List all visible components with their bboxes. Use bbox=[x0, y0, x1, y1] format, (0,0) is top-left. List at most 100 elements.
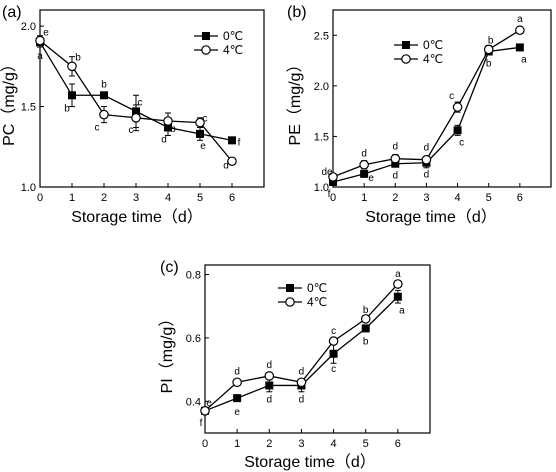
significance-letter: a bbox=[395, 269, 401, 280]
x-tick-label: 5 bbox=[197, 192, 203, 204]
data-point bbox=[390, 153, 401, 164]
data-point bbox=[163, 116, 173, 126]
significance-letter: a bbox=[517, 14, 523, 25]
x-tick-label: 5 bbox=[486, 192, 492, 204]
x-tick-label: 2 bbox=[392, 192, 398, 204]
significance-letter: f bbox=[238, 137, 241, 148]
data-point bbox=[483, 44, 494, 55]
data-point bbox=[393, 292, 402, 301]
legend-marker bbox=[401, 54, 411, 64]
data-point bbox=[296, 377, 307, 388]
significance-letter: b bbox=[75, 52, 81, 63]
significance-letter: b bbox=[64, 103, 70, 114]
y-tick-label: 1.5 bbox=[21, 102, 36, 114]
legend-marker bbox=[202, 32, 210, 40]
data-point bbox=[227, 156, 237, 167]
significance-letter: a bbox=[399, 306, 405, 317]
legend-label: 4℃ bbox=[223, 43, 243, 57]
x-tick-label: 2 bbox=[101, 192, 107, 204]
legend-label: 0℃ bbox=[307, 281, 327, 295]
legend-marker bbox=[285, 297, 295, 307]
significance-letter: d bbox=[267, 360, 273, 371]
x-tick-label: 1 bbox=[361, 192, 367, 204]
y-tick-label: 0.6 bbox=[186, 333, 201, 345]
x-axis-label: Storage time（d） bbox=[365, 208, 497, 226]
x-tick-label: 3 bbox=[298, 438, 304, 450]
x-tick-label: 1 bbox=[234, 438, 240, 450]
data-point bbox=[196, 129, 204, 138]
x-axis-label: Storage time（d） bbox=[244, 453, 376, 471]
x-tick-label: 4 bbox=[165, 192, 171, 204]
data-point bbox=[452, 102, 463, 112]
significance-letter: a bbox=[521, 54, 527, 65]
legend-marker bbox=[201, 45, 211, 55]
data-point bbox=[100, 91, 108, 100]
y-tick-label: 2.0 bbox=[21, 21, 36, 33]
y-tick-label: 1.5 bbox=[314, 131, 329, 143]
panel-label: (b) bbox=[287, 4, 307, 21]
data-point bbox=[195, 117, 205, 128]
significance-letter: d bbox=[393, 171, 399, 182]
significance-letter: d bbox=[299, 394, 305, 405]
data-point bbox=[264, 371, 275, 381]
x-tick-label: 3 bbox=[133, 192, 139, 204]
x-tick-label: 2 bbox=[266, 438, 272, 450]
y-tick-label: 0.8 bbox=[186, 270, 201, 282]
x-axis-label: Storage time（d） bbox=[71, 208, 203, 226]
data-point bbox=[453, 126, 462, 135]
significance-letter: e bbox=[200, 141, 206, 152]
data-point bbox=[421, 154, 432, 165]
significance-letter: b bbox=[101, 79, 107, 90]
y-tick-label: 2.5 bbox=[314, 30, 329, 42]
significance-letter: b bbox=[363, 305, 369, 316]
data-point bbox=[359, 159, 369, 170]
significance-letter: c bbox=[331, 364, 336, 375]
data-point bbox=[35, 35, 45, 46]
significance-letter: d bbox=[223, 160, 229, 171]
chart-panel-a: (a) Storage time（d） PC（mg/g） 0 1 2 3 4 5 6 1.0 1… bbox=[0, 4, 265, 226]
data-point bbox=[391, 159, 400, 168]
significance-letter: a bbox=[37, 51, 43, 62]
significance-letter: c bbox=[129, 125, 134, 136]
data-point bbox=[131, 113, 141, 123]
significance-letter: b bbox=[488, 35, 494, 46]
data-point bbox=[328, 172, 338, 182]
x-tick-label: 6 bbox=[517, 192, 523, 204]
x-tick-label: 4 bbox=[455, 192, 461, 204]
significance-letter: c bbox=[95, 123, 100, 134]
x-tick-label: 6 bbox=[229, 192, 235, 204]
significance-letter: e bbox=[206, 398, 212, 409]
significance-letter: d bbox=[424, 170, 430, 181]
plot-frame bbox=[204, 264, 431, 434]
legend-label: 4℃ bbox=[423, 52, 443, 66]
significance-letter: b bbox=[363, 336, 369, 347]
y-axis-label: PC（mg/g） bbox=[0, 56, 18, 146]
significance-letter: c bbox=[459, 137, 464, 148]
significance-letter: d bbox=[234, 366, 240, 377]
data-point bbox=[360, 314, 371, 324]
significance-letter: f bbox=[200, 418, 203, 429]
significance-letter: f bbox=[328, 189, 331, 200]
significance-letter: d bbox=[393, 142, 399, 153]
data-point bbox=[515, 43, 524, 52]
y-axis-label: PE（mg/g） bbox=[286, 57, 304, 146]
plot-frame bbox=[39, 9, 265, 188]
data-point bbox=[329, 349, 338, 358]
data-point bbox=[67, 61, 77, 72]
data-point bbox=[360, 169, 369, 178]
data-point bbox=[328, 336, 339, 346]
chart-panel-b: (b) Storage time（d） PE（mg/g） 0 1 2 3 4 5 6 1.0 1… bbox=[286, 4, 552, 226]
data-point bbox=[228, 136, 236, 145]
data-point bbox=[200, 406, 210, 416]
legend-label: 0℃ bbox=[423, 38, 443, 52]
y-tick-label: 1.0 bbox=[314, 182, 329, 194]
significance-letter: d bbox=[361, 149, 367, 160]
legend-label: 0℃ bbox=[223, 29, 243, 43]
y-tick-label: 2.0 bbox=[314, 81, 329, 93]
x-tick-label: 4 bbox=[331, 438, 337, 450]
data-point bbox=[393, 279, 403, 289]
legend-marker bbox=[402, 41, 410, 49]
data-point bbox=[361, 324, 370, 333]
significance-letter: de bbox=[321, 167, 333, 178]
